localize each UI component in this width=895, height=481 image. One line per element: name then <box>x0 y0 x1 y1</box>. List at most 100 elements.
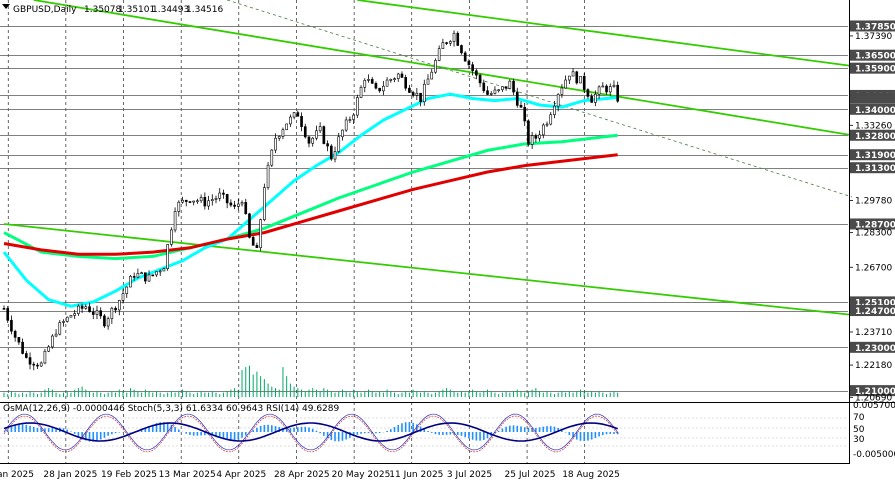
candle-body <box>117 299 121 311</box>
level-label-box <box>850 296 895 308</box>
candle-body <box>91 311 95 315</box>
candlesticks <box>2 30 620 371</box>
candle-body <box>430 71 434 80</box>
candle-body <box>114 307 117 311</box>
candle-body <box>99 310 103 317</box>
candle-body <box>69 315 73 318</box>
level-label-box <box>850 218 895 230</box>
candle-body <box>259 219 262 248</box>
candle-body <box>448 41 452 44</box>
candle-body <box>248 213 251 238</box>
price-tick-label: 1.26700 <box>855 263 892 273</box>
candle-body <box>456 32 460 46</box>
candle-body <box>162 268 166 272</box>
date-label: 18 Aug 2025 <box>562 470 620 480</box>
candle-body <box>594 93 597 103</box>
ohlc-open: 1.35078 <box>84 5 121 15</box>
candle-body <box>612 84 616 87</box>
candle-body <box>36 364 39 367</box>
candle-body <box>110 307 114 320</box>
date-label: 4 Apr 2025 <box>216 470 266 480</box>
stoch-main-line <box>3 413 618 451</box>
candle-body <box>556 94 560 107</box>
price-tick-label: 1.20690 <box>855 393 892 403</box>
trend-line <box>357 0 853 67</box>
moving-average-line <box>3 153 618 256</box>
candle-body <box>426 78 430 85</box>
candle-body <box>404 77 408 89</box>
candle-body <box>486 90 489 95</box>
candle-body <box>251 237 255 246</box>
candle-body <box>437 48 441 61</box>
candle-body <box>184 199 188 202</box>
candle-body <box>136 272 140 278</box>
ohlc-high: 1.35101 <box>118 5 155 15</box>
candle-body <box>296 112 300 117</box>
level-label: 1.32800 <box>855 132 895 142</box>
candle-body <box>151 274 155 277</box>
candle-body <box>467 60 471 65</box>
candle-body <box>77 305 80 314</box>
candle-body <box>367 79 370 81</box>
date-label: 28 Apr 2025 <box>274 470 330 480</box>
candle-body <box>471 64 474 72</box>
candle-body <box>6 308 10 321</box>
candle-body <box>393 78 396 80</box>
candle-body <box>303 126 307 138</box>
candle-body <box>173 211 177 231</box>
candle-body <box>512 80 515 93</box>
candle-body <box>121 293 125 301</box>
price-tick-label: 1.29780 <box>855 197 892 207</box>
level-label: 1.21000 <box>855 387 895 397</box>
candle-body <box>541 124 545 136</box>
candle-body <box>571 71 575 77</box>
candle-body <box>608 86 612 93</box>
date-label: 19 Feb 2025 <box>101 470 157 480</box>
candle-body <box>586 89 590 97</box>
price-tick-label: 1.23710 <box>855 328 892 338</box>
osc-tick-label: 50 <box>853 425 865 435</box>
candle-body <box>80 305 84 309</box>
level-label: 1.28700 <box>855 220 895 230</box>
candle-body <box>515 91 519 106</box>
candle-body <box>482 82 486 92</box>
level-label-box <box>850 20 895 32</box>
candle-body <box>478 74 482 84</box>
candle-body <box>311 137 315 144</box>
price-tick-label: 1.33260 <box>855 121 892 131</box>
current-price-box <box>850 92 895 104</box>
candle-body <box>88 306 91 313</box>
candle-body <box>497 89 500 92</box>
oscillator-panel <box>0 402 895 453</box>
osc-tick-label: -0.0050003 <box>853 450 895 460</box>
collapse-arrow-icon[interactable] <box>2 4 10 9</box>
level-label-box <box>850 149 895 161</box>
candle-body <box>155 271 158 276</box>
level-label: 1.35900 <box>855 65 895 75</box>
candle-body <box>348 119 352 121</box>
osc-tick-label: 0.0057005 <box>853 401 895 411</box>
candle-body <box>396 73 400 79</box>
level-label-box <box>850 49 895 61</box>
candle-body <box>441 42 445 49</box>
candle-body <box>277 136 281 139</box>
candle-body <box>132 276 136 278</box>
price-tick-label: 1.37390 <box>855 32 892 42</box>
candle-body <box>125 286 129 294</box>
candle-body <box>508 80 512 89</box>
candle-body <box>170 229 173 245</box>
candle-body <box>84 306 88 309</box>
candle-body <box>300 116 303 127</box>
rsi-line <box>3 422 618 442</box>
date-label: 3 Jul 2025 <box>447 470 492 480</box>
level-label-box <box>850 103 895 115</box>
candle-body <box>225 194 229 204</box>
candle-body <box>590 96 593 103</box>
candle-body <box>2 308 6 310</box>
candle-body <box>489 93 493 95</box>
candle-body <box>292 112 296 118</box>
candle-body <box>519 105 523 108</box>
candle-body <box>73 313 76 316</box>
candle-body <box>21 341 24 354</box>
